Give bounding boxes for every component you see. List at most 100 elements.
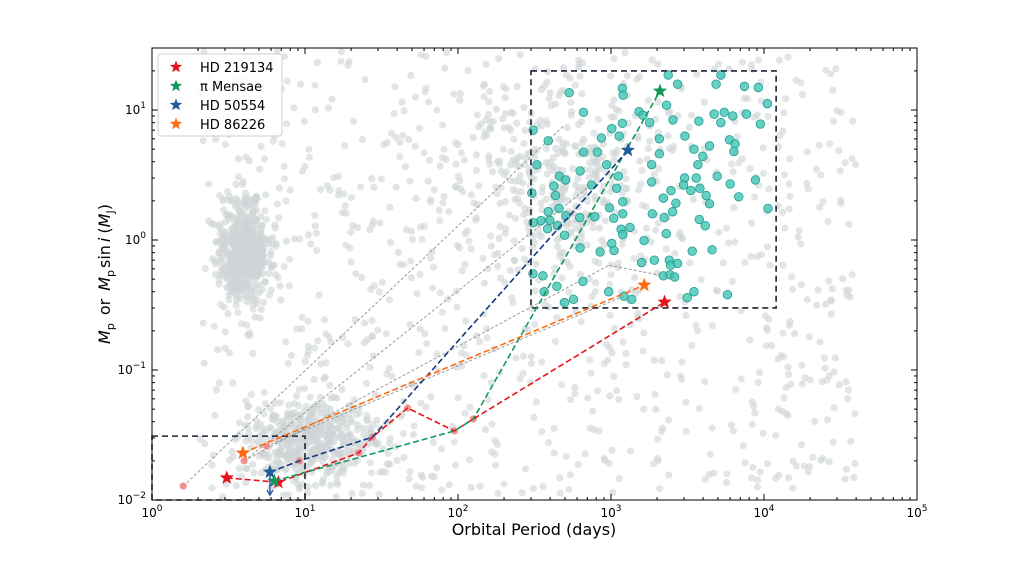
background-point	[317, 360, 325, 368]
background-point	[347, 228, 355, 236]
background-point	[615, 395, 623, 403]
background-point	[218, 493, 227, 501]
highlight-point	[680, 131, 690, 141]
background-point	[394, 248, 402, 256]
highlight-point	[536, 215, 546, 226]
x-tick-base: 10	[600, 506, 615, 520]
background-point	[359, 481, 367, 489]
background-point	[235, 284, 243, 292]
background-point	[775, 56, 784, 64]
series-line	[274, 90, 661, 482]
background-point	[527, 359, 536, 368]
highlight-point	[667, 207, 678, 217]
background-point	[227, 288, 236, 296]
highlight-point	[729, 146, 739, 157]
background-point	[472, 216, 480, 224]
background-point	[241, 198, 249, 206]
background-point	[464, 66, 472, 74]
background-point	[622, 361, 630, 369]
background-point	[550, 424, 558, 433]
background-point	[283, 237, 291, 245]
background-point	[378, 278, 386, 286]
background-point	[368, 332, 376, 340]
background-point	[589, 224, 597, 232]
x-tick-exponent: 0	[157, 504, 163, 514]
background-point	[531, 153, 539, 161]
background-point	[510, 256, 518, 264]
background-point	[346, 244, 354, 252]
background-point	[323, 441, 331, 449]
background-point	[738, 58, 747, 66]
background-point	[472, 166, 481, 174]
background-point	[820, 354, 828, 362]
background-point	[375, 288, 384, 296]
background-point	[281, 338, 290, 346]
background-point	[497, 184, 505, 192]
highlight-point	[689, 287, 699, 297]
background-point	[247, 444, 255, 452]
background-point	[600, 360, 608, 368]
background-point	[636, 72, 644, 80]
highlight-point	[595, 247, 605, 257]
background-point	[300, 117, 308, 126]
highlight-point	[712, 171, 722, 181]
background-point	[247, 279, 255, 287]
background-point	[576, 72, 584, 80]
background-point	[748, 474, 756, 482]
background-point	[540, 82, 549, 90]
background-point	[275, 214, 283, 222]
background-point	[441, 324, 449, 333]
background-point	[418, 235, 426, 243]
background-point	[541, 300, 549, 308]
background-point	[605, 459, 613, 467]
series-hd-86226	[235, 277, 652, 459]
background-point	[235, 419, 244, 427]
background-point	[501, 278, 509, 286]
background-point	[600, 455, 608, 463]
background-point	[563, 123, 571, 132]
highlight-point	[691, 173, 701, 183]
background-point	[780, 171, 788, 179]
y-label-i: i	[95, 237, 114, 242]
background-population	[196, 48, 860, 501]
background-point	[369, 352, 377, 360]
background-point	[772, 474, 780, 482]
background-point	[687, 111, 696, 119]
background-point	[241, 421, 250, 429]
background-point	[405, 135, 413, 144]
background-point	[316, 393, 324, 401]
y-tick-base: 10	[125, 103, 140, 117]
background-point	[460, 156, 468, 164]
background-point	[846, 293, 854, 301]
background-point	[748, 219, 756, 227]
background-point	[567, 229, 575, 237]
background-point	[825, 372, 833, 380]
background-point	[835, 147, 843, 155]
background-point	[474, 123, 482, 131]
background-point	[423, 339, 431, 348]
background-point	[728, 160, 736, 168]
background-point	[492, 461, 500, 469]
background-point	[386, 203, 394, 211]
highlight-point	[636, 257, 647, 268]
background-point	[317, 405, 326, 413]
background-point	[265, 454, 273, 462]
background-point	[456, 96, 464, 104]
background-point	[452, 461, 460, 469]
background-point	[208, 461, 216, 469]
background-point	[223, 284, 231, 292]
background-point	[320, 375, 328, 383]
background-point	[296, 235, 304, 243]
background-point	[654, 219, 662, 227]
background-point	[240, 206, 248, 214]
background-point	[701, 475, 709, 483]
background-point	[480, 310, 488, 318]
background-point	[272, 428, 280, 436]
background-point	[249, 305, 257, 313]
background-point	[610, 96, 618, 104]
background-point	[334, 191, 343, 199]
background-point	[486, 123, 494, 132]
background-point	[439, 121, 447, 129]
background-point	[626, 447, 635, 455]
background-point	[497, 167, 505, 175]
